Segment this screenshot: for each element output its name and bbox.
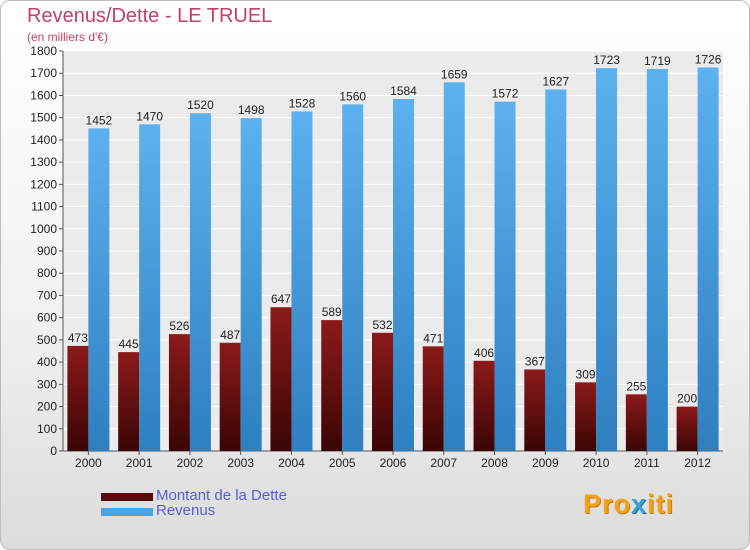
y-tick-label: 900 [37, 244, 57, 258]
x-tick-label-2011: 2011 [634, 456, 660, 470]
data-label-revenue-2005: 1560 [339, 89, 366, 103]
data-label-debt-2000: 473 [68, 331, 88, 345]
data-label-debt-2001: 445 [119, 337, 139, 351]
bar-revenue-2005 [342, 104, 364, 451]
data-label-debt-2009: 367 [525, 354, 545, 368]
data-label-revenue-2006: 1584 [390, 84, 417, 98]
data-label-debt-2012: 200 [677, 392, 697, 406]
x-tick-label-2007: 2007 [430, 456, 457, 470]
x-tick-label-2006: 2006 [380, 456, 407, 470]
y-tick-label: 1500 [30, 111, 57, 125]
bar-revenue-2011 [646, 69, 668, 451]
x-tick-label-2009: 2009 [532, 456, 559, 470]
data-label-debt-2007: 471 [423, 331, 443, 345]
bar-debt-2005 [321, 320, 343, 451]
data-label-debt-2002: 526 [169, 319, 189, 333]
x-tick-label-2002: 2002 [177, 456, 204, 470]
bar-debt-2007 [422, 346, 444, 451]
legend-swatch-revenue [101, 508, 153, 516]
y-tick-label: 200 [37, 400, 57, 414]
bar-revenue-2001 [139, 124, 161, 451]
bar-debt-2010 [575, 382, 597, 451]
data-label-revenue-2008: 1572 [492, 87, 519, 101]
y-tick-label: 1400 [30, 133, 57, 147]
bar-revenue-2007 [443, 82, 465, 451]
x-tick-label-2000: 2000 [75, 456, 102, 470]
x-tick-label-2010: 2010 [583, 456, 610, 470]
bar-debt-2003 [219, 342, 241, 451]
legend-label-debt: Montant de la Dette [156, 487, 287, 504]
y-tick-label: 300 [37, 377, 57, 391]
data-label-revenue-2003: 1498 [238, 103, 265, 117]
y-tick-label: 400 [37, 355, 57, 369]
bar-revenue-2003 [240, 118, 262, 451]
data-label-revenue-2009: 1627 [542, 74, 569, 88]
y-tick-label: 100 [37, 422, 57, 436]
y-tick-label: 1200 [30, 177, 57, 191]
bar-debt-2000 [67, 345, 89, 451]
data-label-debt-2006: 532 [372, 318, 392, 332]
data-label-debt-2003: 487 [220, 328, 240, 342]
y-tick-label: 800 [37, 266, 57, 280]
chart-subtitle: (en milliers d'€) [27, 30, 108, 44]
bar-debt-2008 [473, 360, 495, 451]
data-label-debt-2011: 255 [626, 379, 646, 393]
y-tick-label: 1000 [30, 222, 57, 236]
x-tick-label-2005: 2005 [329, 456, 356, 470]
x-tick-label-2008: 2008 [481, 456, 508, 470]
data-label-debt-2005: 589 [322, 305, 342, 319]
x-tick-label-2012: 2012 [684, 456, 711, 470]
legend-label-revenue: Revenus [156, 502, 216, 519]
bar-revenue-2012 [697, 67, 719, 451]
y-tick-label: 1800 [30, 44, 57, 58]
y-tick-label: 0 [50, 444, 57, 458]
bar-revenue-2008 [494, 101, 516, 452]
proxiti-logo: Proxiti [583, 489, 675, 519]
x-tick-label-2004: 2004 [278, 456, 305, 470]
data-label-revenue-2002: 1520 [187, 98, 214, 112]
bar-debt-2011 [625, 394, 647, 451]
y-tick-label: 700 [37, 288, 57, 302]
x-tick-label-2001: 2001 [126, 456, 153, 470]
bar-revenue-2004 [291, 111, 313, 451]
x-tick-label-2003: 2003 [227, 456, 254, 470]
bar-revenue-2002 [189, 113, 211, 451]
bar-debt-2012 [676, 406, 698, 451]
y-tick-label: 1300 [30, 155, 57, 169]
data-label-debt-2010: 309 [576, 367, 596, 381]
bar-debt-2002 [168, 334, 190, 451]
data-label-debt-2008: 406 [474, 346, 494, 360]
data-label-debt-2004: 647 [271, 292, 291, 306]
legend-swatch-debt [101, 493, 153, 501]
y-tick-label: 1700 [30, 66, 57, 80]
chart-title: Revenus/Dette - LE TRUEL [27, 5, 273, 27]
data-label-revenue-2000: 1452 [86, 113, 113, 127]
data-label-revenue-2007: 1659 [441, 67, 468, 81]
bar-debt-2004 [270, 307, 292, 451]
y-tick-label: 1600 [30, 88, 57, 102]
bar-revenue-2000 [88, 128, 110, 451]
bar-debt-2009 [524, 369, 546, 451]
bar-revenue-2010 [596, 68, 618, 451]
data-label-revenue-2001: 1470 [136, 109, 163, 123]
y-tick-label: 500 [37, 333, 57, 347]
bar-debt-2006 [372, 332, 393, 451]
data-label-revenue-2012: 1726 [695, 52, 722, 66]
bar-revenue-2009 [545, 89, 567, 451]
data-label-revenue-2004: 1528 [289, 96, 316, 110]
data-label-revenue-2010: 1723 [593, 53, 620, 67]
bar-debt-2001 [118, 352, 140, 451]
data-label-revenue-2011: 1719 [644, 54, 671, 68]
bar-revenue-2006 [393, 99, 414, 451]
y-tick-label: 1100 [31, 200, 57, 214]
y-tick-label: 600 [37, 311, 57, 325]
